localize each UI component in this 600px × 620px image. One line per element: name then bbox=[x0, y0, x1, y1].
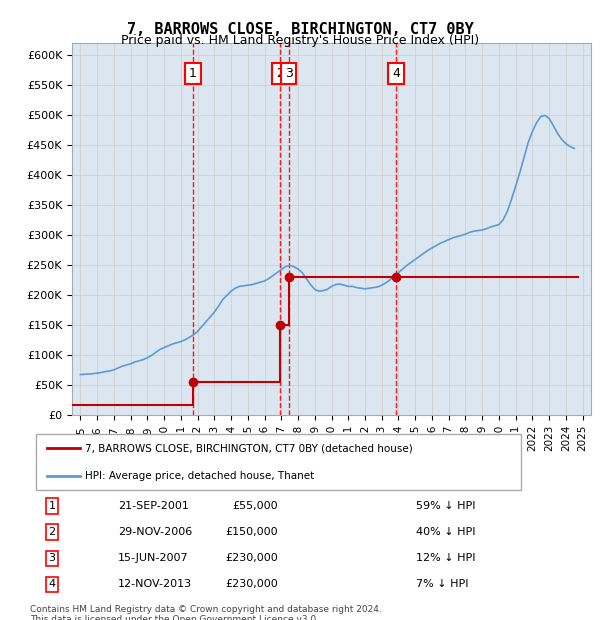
Text: 21-SEP-2001: 21-SEP-2001 bbox=[118, 501, 189, 512]
Text: HPI: Average price, detached house, Thanet: HPI: Average price, detached house, Than… bbox=[85, 471, 314, 480]
Text: 4: 4 bbox=[392, 67, 400, 80]
Text: £150,000: £150,000 bbox=[226, 527, 278, 538]
Text: 7, BARROWS CLOSE, BIRCHINGTON, CT7 0BY: 7, BARROWS CLOSE, BIRCHINGTON, CT7 0BY bbox=[127, 22, 473, 37]
Text: 15-JUN-2007: 15-JUN-2007 bbox=[118, 553, 189, 564]
Text: £230,000: £230,000 bbox=[226, 553, 278, 564]
Text: £230,000: £230,000 bbox=[226, 579, 278, 590]
Text: 2: 2 bbox=[276, 67, 284, 80]
Text: 29-NOV-2006: 29-NOV-2006 bbox=[118, 527, 193, 538]
Text: 3: 3 bbox=[49, 553, 56, 564]
Text: Contains HM Land Registry data © Crown copyright and database right 2024.
This d: Contains HM Land Registry data © Crown c… bbox=[30, 604, 382, 620]
Text: 2: 2 bbox=[49, 527, 56, 538]
Text: 1: 1 bbox=[189, 67, 197, 80]
FancyBboxPatch shape bbox=[35, 434, 521, 490]
Text: Price paid vs. HM Land Registry's House Price Index (HPI): Price paid vs. HM Land Registry's House … bbox=[121, 34, 479, 47]
Text: 40% ↓ HPI: 40% ↓ HPI bbox=[416, 527, 476, 538]
Text: 7, BARROWS CLOSE, BIRCHINGTON, CT7 0BY (detached house): 7, BARROWS CLOSE, BIRCHINGTON, CT7 0BY (… bbox=[85, 443, 413, 453]
Text: 12-NOV-2013: 12-NOV-2013 bbox=[118, 579, 193, 590]
Text: 12% ↓ HPI: 12% ↓ HPI bbox=[416, 553, 476, 564]
Text: 3: 3 bbox=[285, 67, 293, 80]
Text: £55,000: £55,000 bbox=[233, 501, 278, 512]
Text: 7% ↓ HPI: 7% ↓ HPI bbox=[416, 579, 469, 590]
Text: 4: 4 bbox=[49, 579, 56, 590]
Text: 1: 1 bbox=[49, 501, 56, 512]
Text: 59% ↓ HPI: 59% ↓ HPI bbox=[416, 501, 476, 512]
